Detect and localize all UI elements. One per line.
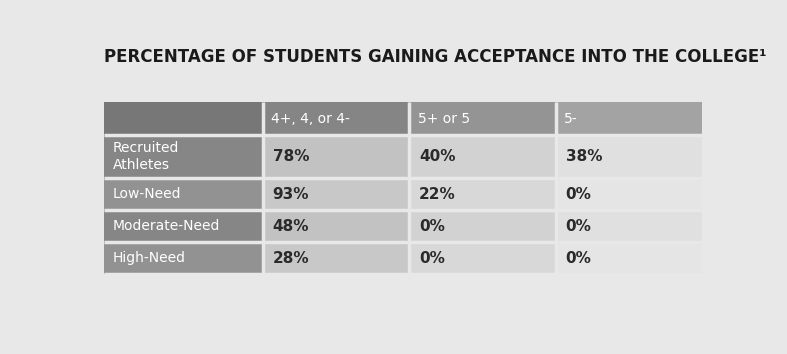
- Bar: [263, 102, 409, 135]
- Text: Recruited
Athletes: Recruited Athletes: [113, 141, 179, 172]
- Text: High-Need: High-Need: [113, 251, 186, 266]
- Text: 78%: 78%: [272, 149, 309, 164]
- Text: 22%: 22%: [419, 187, 456, 202]
- Text: 40%: 40%: [419, 149, 456, 164]
- Bar: [105, 210, 263, 242]
- Text: 0%: 0%: [419, 219, 445, 234]
- Bar: [409, 242, 556, 274]
- Text: 5-: 5-: [564, 112, 578, 126]
- Text: 5+ or 5: 5+ or 5: [418, 112, 470, 126]
- Bar: [105, 242, 263, 274]
- Text: PERCENTAGE OF STUDENTS GAINING ACCEPTANCE INTO THE COLLEGE¹: PERCENTAGE OF STUDENTS GAINING ACCEPTANC…: [105, 48, 767, 66]
- Bar: [263, 178, 409, 210]
- Bar: [556, 210, 702, 242]
- Bar: [105, 178, 263, 210]
- Text: 0%: 0%: [419, 251, 445, 266]
- Bar: [556, 102, 702, 135]
- Text: 0%: 0%: [566, 187, 591, 202]
- Bar: [263, 135, 409, 178]
- Text: Moderate-Need: Moderate-Need: [113, 219, 220, 233]
- Bar: [105, 102, 263, 135]
- Text: 48%: 48%: [272, 219, 309, 234]
- Bar: [556, 135, 702, 178]
- Bar: [409, 210, 556, 242]
- Bar: [263, 210, 409, 242]
- Text: 4+, 4, or 4-: 4+, 4, or 4-: [272, 112, 350, 126]
- Bar: [409, 135, 556, 178]
- Text: 38%: 38%: [566, 149, 602, 164]
- Text: Low-Need: Low-Need: [113, 187, 182, 201]
- Text: 93%: 93%: [272, 187, 309, 202]
- Text: 0%: 0%: [566, 219, 591, 234]
- Bar: [409, 102, 556, 135]
- Bar: [409, 178, 556, 210]
- Bar: [556, 178, 702, 210]
- Text: 0%: 0%: [566, 251, 591, 266]
- Bar: [263, 242, 409, 274]
- Bar: [105, 135, 263, 178]
- Text: 28%: 28%: [272, 251, 309, 266]
- Bar: [556, 242, 702, 274]
